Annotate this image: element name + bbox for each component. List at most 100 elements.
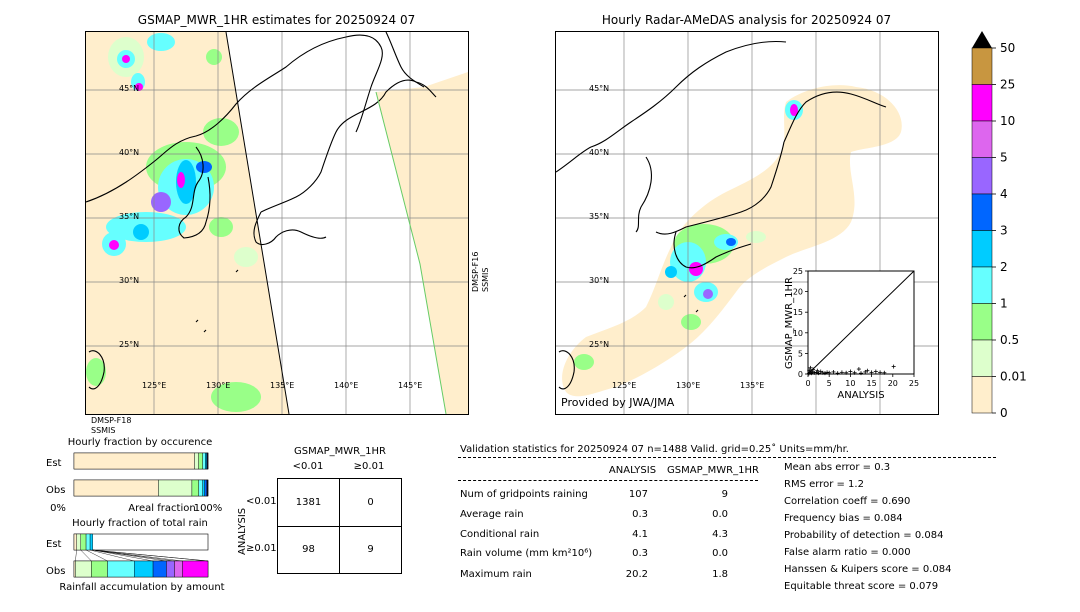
fraction-segment [73,560,76,578]
scatter-point [816,371,821,376]
fraction-segment [158,479,193,497]
scatter-ylabel: GSMAP_MWR_1HR [784,277,795,369]
fraction-segment [73,533,77,551]
contingency-cell-00: 1381 [295,497,322,508]
rain-connector [80,549,92,562]
rain-title: Hourly fraction of total rain [72,518,208,529]
scatter-point [844,370,849,375]
right-coastline [556,40,887,390]
left-swath-edge [225,32,290,414]
occurrence-x-left: 0% [50,503,66,514]
fraction-segment [202,452,206,470]
contingency-title: GSMAP_MWR_1HR [294,446,386,457]
colorbar-label: 4 [1000,187,1008,201]
colorbar-extend-arrow [972,31,992,48]
contingency-cell-11: 9 [367,544,374,555]
colorbar-label: 1 [1000,297,1008,311]
right-lat-35: 35°N [589,212,610,221]
scatter-point [811,367,816,372]
colorbar-label: 25 [1000,78,1015,92]
occurrence-xlabel: Areal fraction [128,503,195,514]
scatter-point [831,369,836,374]
fraction-segment [76,533,81,551]
scatter-point [807,368,812,373]
colorbar-label: 50 [1000,41,1015,55]
left-lon-130: 130°E [206,381,231,390]
right-map-title: Hourly Radar-AMeDAS analysis for 2025092… [601,13,892,27]
occurrence-chart: Est Obs 0% Areal fraction 100% [46,452,222,514]
scatter-point [865,368,870,373]
right-lat-30: 30°N [589,276,610,285]
scatter-xtick-label: 20 [888,379,898,388]
stat-analysis-0: 107 [628,489,648,500]
score-1: RMS error = 1.2 [784,479,864,490]
sensor-right-2: SSMIS [481,267,490,293]
stat-label-2: Conditional rain [460,529,540,540]
right-lon-130: 130°E [676,381,701,390]
colorbar-swatch [971,376,993,414]
scatter-point [812,370,817,375]
rain-connector [92,549,209,562]
fraction-segment [89,533,93,551]
right-map-canvas [556,32,938,414]
scatter-inset: 0 5 10 15 20 25 0 5 10 15 20 25 ANALYSIS GSMAP_MWR_… [784,267,919,401]
stat-label-1: Average rain [460,509,524,520]
scatter-point [869,370,874,375]
scatter-point [822,371,827,376]
rain-cat-est: Est [46,539,62,550]
stat-gsmap-3: 0.0 [712,548,728,559]
left-lon-125: 125°E [142,381,167,390]
left-gridlines [86,32,468,414]
score-3: Frequency bias = 0.084 [784,513,903,524]
scatter-point [882,370,887,375]
colorbar-swatch [971,339,993,377]
scatter-point [818,369,823,374]
right-precip [574,100,803,370]
fraction-segment [134,560,154,578]
colorbar-label: 2 [1000,260,1008,274]
colorbar-swatch [971,193,993,231]
fraction-segment [166,560,175,578]
fraction-segment [91,560,108,578]
validation-divider-top [458,457,996,458]
fraction-segment [198,452,203,470]
score-2: Correlation coeff = 0.690 [784,496,911,507]
rain-connector [92,549,183,562]
colorbar-label: 5 [1000,151,1008,165]
colorbar-label: 3 [1000,224,1008,238]
scatter-xtick-label: 25 [909,379,919,388]
scatter-point [863,369,868,374]
fraction-segment [191,479,199,497]
left-lat-35: 35°N [119,212,140,221]
scatter-point [815,368,820,373]
scatter-point [835,371,840,376]
fraction-segment [205,452,207,470]
right-lat-45: 45°N [589,84,610,93]
left-swath-east [376,72,468,414]
stat-analysis-2: 4.1 [632,529,648,540]
score-5: False alarm ratio = 0.000 [784,547,911,558]
left-swath-west [86,32,289,414]
scatter-ytick-label: 20 [793,288,803,297]
sensor-right-1: DMSP-F16 [471,251,480,292]
contingency-cell-01: 0 [367,497,374,508]
score-7: Equitable threat score = 0.079 [784,581,939,592]
fraction-segment [75,560,92,578]
scatter-point [891,364,896,369]
colorbar-swatch [971,84,993,122]
right-lon-135: 135°E [740,381,765,390]
fraction-segment [198,479,203,497]
stat-label-0: Num of gridpoints raining [460,489,588,500]
left-lat-25: 25°N [119,340,140,349]
scatter-ytick-label: 25 [793,267,803,276]
scatter-point [810,369,815,374]
fraction-segment [80,533,87,551]
rain-connector [85,549,108,562]
rain-connector [92,549,154,562]
occurrence-title: Hourly fraction by occurence [67,437,213,448]
contingency-row-1: ≥0.01 [246,543,277,554]
scatter-point [839,370,844,375]
right-map [555,31,939,415]
colorbar-swatches [971,47,993,414]
stat-label-4: Maximum rain [460,569,532,580]
